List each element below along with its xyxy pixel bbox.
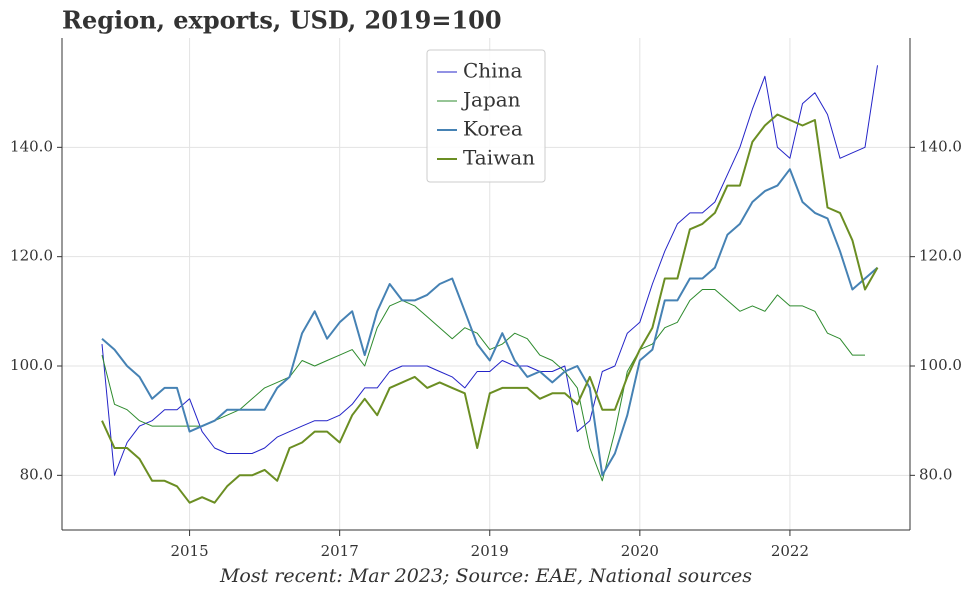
- x-tick-label: 2022: [771, 542, 809, 560]
- legend-label: Taiwan: [463, 146, 535, 170]
- series-line: [101, 289, 865, 482]
- x-tick-label: 2017: [321, 542, 359, 560]
- y2-tick-label: 120.0: [919, 247, 962, 265]
- y2-tick-label: 80.0: [919, 465, 952, 483]
- caption: Most recent: Mar 2023; Source: EAE, Nati…: [219, 565, 752, 587]
- legend-label: Japan: [461, 88, 521, 112]
- y2-tick-label: 140.0: [919, 137, 962, 155]
- x-tick-label: 2015: [170, 542, 208, 560]
- y-tick-label: 100.0: [10, 356, 53, 374]
- legend-label: China: [463, 59, 522, 83]
- series-line: [101, 168, 879, 477]
- y-tick-label: 140.0: [10, 137, 53, 155]
- x-tick-label: 2020: [621, 542, 659, 560]
- legend: China Japan Korea Taiwan: [426, 49, 546, 183]
- legend-box: [426, 49, 546, 183]
- y2-tick-label: 100.0: [919, 356, 962, 374]
- y-tick-label: 120.0: [10, 247, 53, 265]
- series-line: [101, 65, 878, 476]
- x-tick-label: 2019: [471, 542, 509, 560]
- chart-title: Region, exports, USD, 2019=100: [62, 6, 502, 35]
- legend-label: Korea: [463, 117, 523, 141]
- y-tick-label: 80.0: [20, 465, 53, 483]
- series-line: [101, 113, 879, 504]
